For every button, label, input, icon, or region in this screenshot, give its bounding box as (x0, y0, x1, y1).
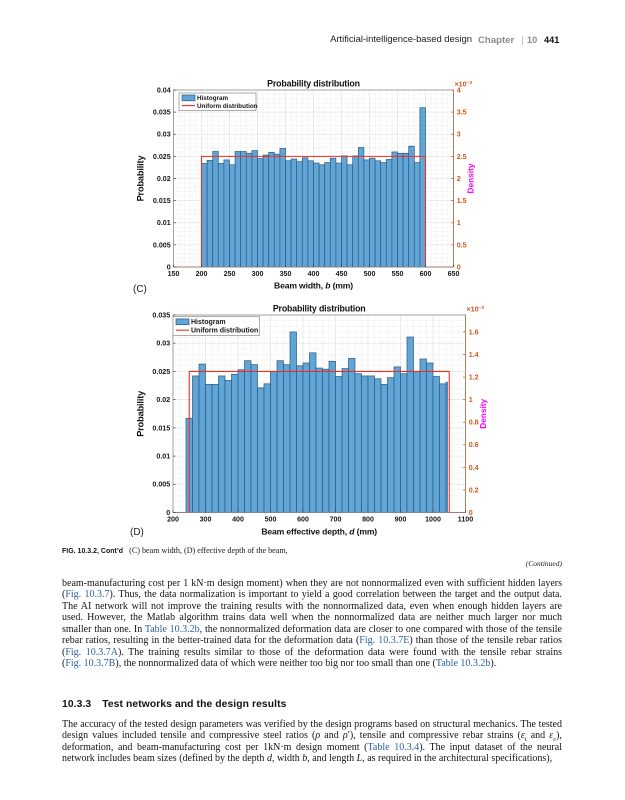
svg-text:0.015: 0.015 (153, 197, 171, 205)
svg-text:0.6: 0.6 (469, 441, 479, 449)
svg-text:0.03: 0.03 (157, 131, 171, 139)
svg-text:0.04: 0.04 (157, 86, 171, 94)
svg-text:Beam effective depth, d (mm): Beam effective depth, d (mm) (261, 527, 377, 537)
svg-text:400: 400 (232, 515, 244, 523)
svg-text:Probability distribution: Probability distribution (273, 304, 366, 314)
svg-text:0.4: 0.4 (469, 464, 479, 472)
svg-text:0.035: 0.035 (152, 311, 170, 319)
svg-text:0: 0 (469, 509, 473, 517)
svg-text:250: 250 (224, 270, 236, 278)
svg-text:150: 150 (168, 270, 180, 278)
svg-text:500: 500 (364, 270, 376, 278)
svg-text:Uniform distribution: Uniform distribution (197, 103, 258, 110)
svg-text:0: 0 (457, 263, 461, 271)
svg-text:450: 450 (336, 270, 348, 278)
svg-text:700: 700 (330, 515, 342, 523)
svg-text:0.01: 0.01 (157, 219, 171, 227)
svg-text:2: 2 (457, 175, 461, 183)
svg-text:600: 600 (420, 270, 432, 278)
svg-text:Histogram: Histogram (191, 319, 226, 326)
svg-text:0.025: 0.025 (153, 153, 171, 161)
svg-text:(D): (D) (130, 527, 144, 538)
svg-text:2.5: 2.5 (457, 153, 467, 161)
svg-text:1.5: 1.5 (457, 197, 467, 205)
svg-text:0.02: 0.02 (157, 175, 171, 183)
svg-text:550: 550 (392, 270, 404, 278)
svg-text:300: 300 (200, 515, 212, 523)
svg-text:1100: 1100 (458, 515, 473, 523)
svg-text:500: 500 (265, 515, 277, 523)
svg-text:Beam width, b (mm): Beam width, b (mm) (274, 281, 353, 291)
svg-text:200: 200 (167, 515, 179, 523)
svg-text:0.005: 0.005 (152, 481, 170, 489)
svg-text:1: 1 (457, 219, 461, 227)
svg-text:300: 300 (252, 270, 264, 278)
svg-text:3.5: 3.5 (457, 109, 467, 117)
svg-text:0.03: 0.03 (156, 340, 170, 348)
svg-text:1000: 1000 (425, 515, 441, 523)
svg-text:0.015: 0.015 (152, 424, 170, 432)
svg-text:3: 3 (457, 131, 461, 139)
svg-text:0.035: 0.035 (153, 109, 171, 117)
svg-text:(C): (C) (133, 284, 147, 295)
svg-text:Probability: Probability (136, 155, 146, 202)
svg-text:0.005: 0.005 (153, 241, 171, 249)
svg-text:1.6: 1.6 (469, 328, 479, 336)
svg-text:1.4: 1.4 (469, 351, 479, 359)
svg-text:900: 900 (395, 515, 407, 523)
svg-text:Density: Density (466, 163, 476, 193)
svg-text:1: 1 (469, 396, 473, 404)
svg-text:Histogram: Histogram (197, 95, 229, 102)
svg-text:0: 0 (166, 509, 170, 517)
svg-text:0.8: 0.8 (469, 419, 479, 427)
svg-text:800: 800 (362, 515, 374, 523)
svg-text:0.02: 0.02 (156, 396, 170, 404)
svg-text:200: 200 (196, 270, 208, 278)
svg-text:350: 350 (280, 270, 292, 278)
svg-text:600: 600 (297, 515, 309, 523)
svg-text:0.5: 0.5 (457, 241, 467, 249)
svg-text:Density: Density (478, 398, 488, 428)
svg-text:×10−3: ×10−3 (455, 80, 473, 89)
svg-text:0.01: 0.01 (156, 453, 170, 461)
svg-text:1.2: 1.2 (469, 374, 479, 382)
svg-text:×10−3: ×10−3 (467, 305, 485, 314)
svg-text:650: 650 (448, 270, 460, 278)
svg-text:0.2: 0.2 (469, 486, 479, 494)
svg-text:Probability distribution: Probability distribution (267, 79, 360, 89)
svg-text:4: 4 (457, 86, 461, 94)
svg-text:Probability: Probability (136, 390, 146, 437)
svg-text:Uniform distribution: Uniform distribution (191, 327, 258, 334)
svg-text:0: 0 (167, 263, 171, 271)
svg-text:400: 400 (308, 270, 320, 278)
svg-text:0.025: 0.025 (152, 368, 170, 376)
